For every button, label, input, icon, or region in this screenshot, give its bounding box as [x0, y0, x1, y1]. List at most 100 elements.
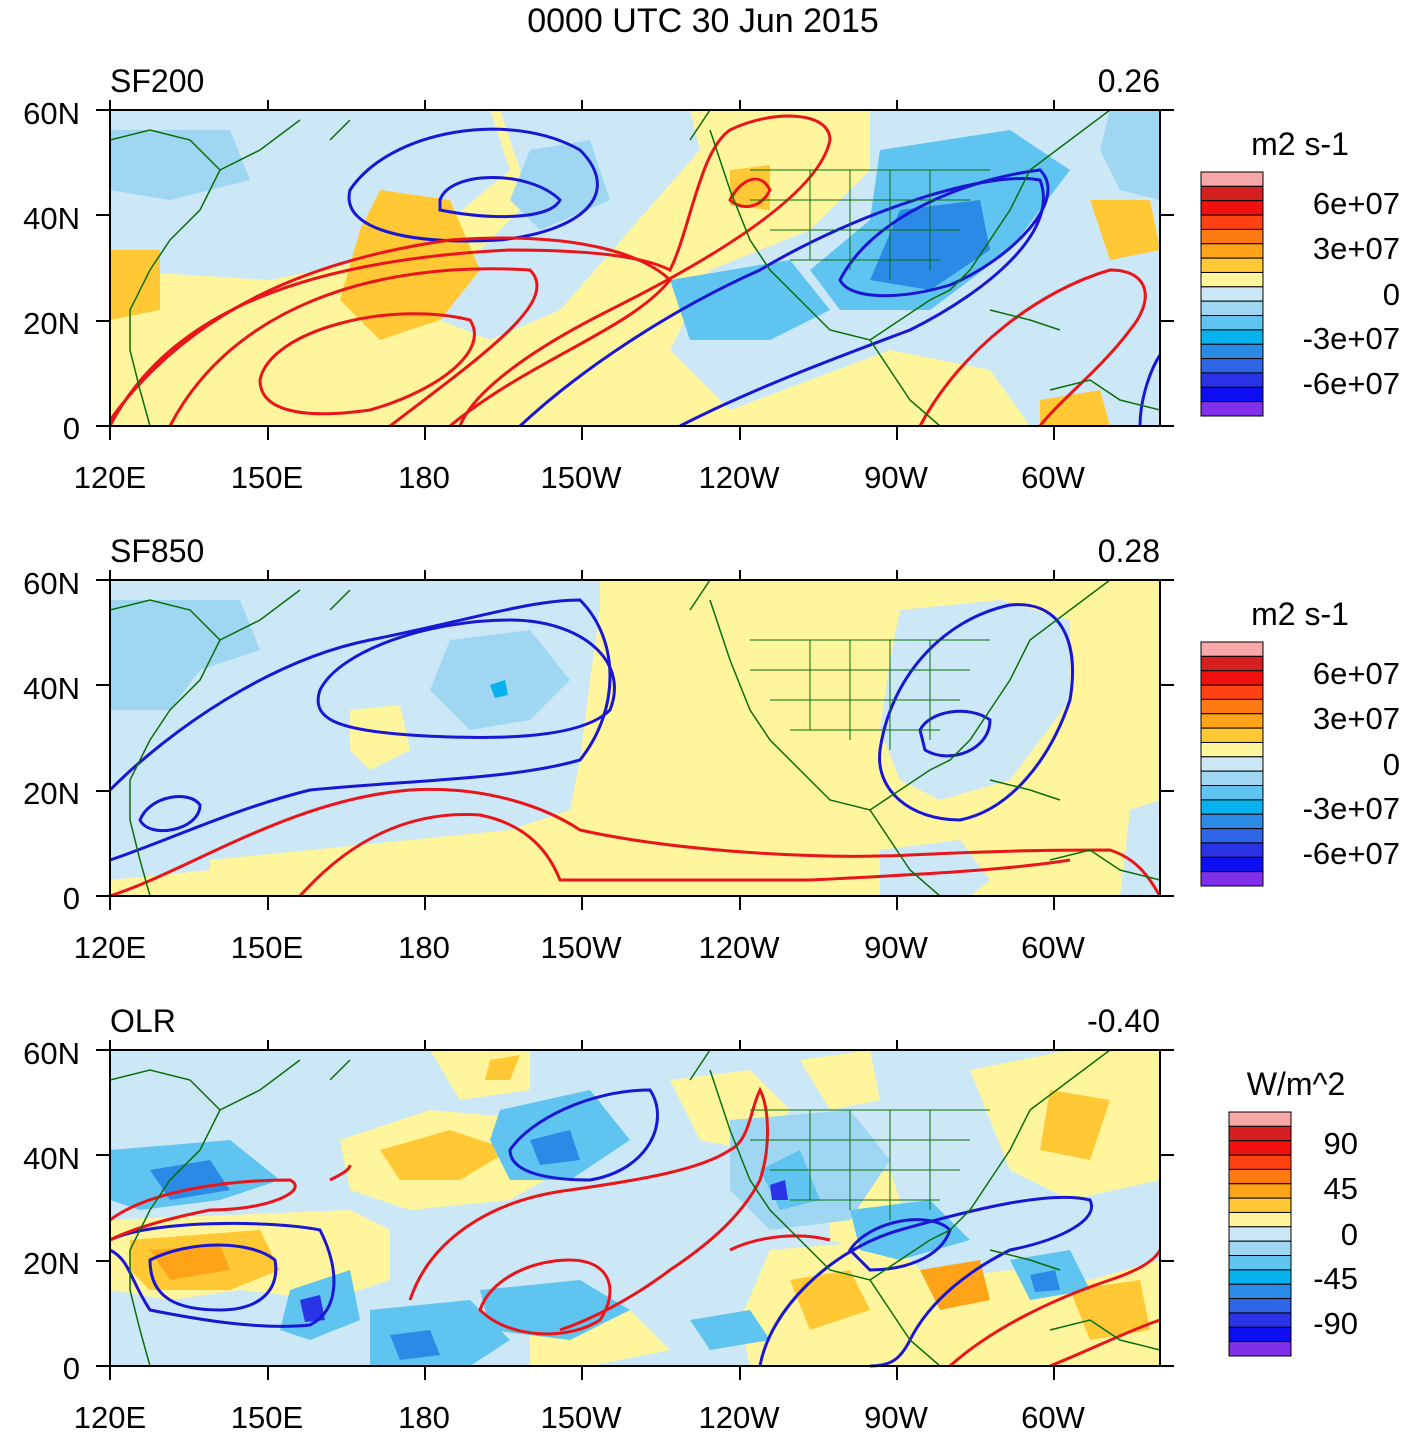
- y-tick-label: 40N: [23, 201, 80, 236]
- x-tick-label: 90W: [864, 1400, 928, 1435]
- colorbar-label: 90: [1323, 1126, 1358, 1161]
- y-tick-label: 20N: [23, 306, 80, 341]
- shading-negative: [510, 140, 610, 230]
- contour-positive: [258, 312, 476, 416]
- shading-positive: [800, 1050, 880, 1110]
- contour-negative: [316, 618, 616, 739]
- coastline: [109, 109, 1161, 427]
- shading-negative: [530, 1130, 580, 1165]
- axis-ticks: [96, 100, 1174, 440]
- shading-negative: [770, 1180, 788, 1200]
- contour-positive: [729, 1234, 831, 1252]
- contour-negative: [918, 709, 992, 758]
- x-tick-label: 180: [398, 930, 450, 965]
- contour-negative: [138, 795, 202, 833]
- colorbar: [1200, 641, 1264, 887]
- shading-positive: [210, 830, 540, 896]
- colorbar: [1200, 171, 1264, 417]
- colorbar-label: -90: [1313, 1306, 1358, 1341]
- x-tick-label: 60W: [1021, 460, 1085, 495]
- y-tick-label: 0: [62, 1351, 80, 1386]
- shading-negative: [690, 1310, 770, 1350]
- shading-negative: [1030, 1270, 1060, 1292]
- x-tick-label: 90W: [864, 930, 928, 965]
- colorbar-label: -6e+07: [1302, 366, 1400, 401]
- y-tick-label: 60N: [23, 96, 80, 131]
- axis-ticks: [96, 1040, 1174, 1380]
- colorbar-label: 6e+07: [1312, 186, 1400, 221]
- contour-positive: [728, 177, 772, 209]
- contour-negative: [508, 1088, 659, 1182]
- shading-positive: [485, 1055, 520, 1080]
- contour-positive: [298, 812, 1071, 897]
- panel-title: SF200: [110, 63, 205, 99]
- contour-negative: [438, 176, 562, 219]
- map-plot-area: [108, 109, 1162, 428]
- colorbar-label: 6e+07: [1312, 656, 1400, 691]
- x-tick-label: 120E: [73, 1400, 147, 1435]
- contour-negative: [148, 1243, 278, 1312]
- x-tick-label: 150W: [540, 460, 622, 495]
- x-tick-label: 150E: [230, 930, 304, 965]
- x-tick-label: 60W: [1021, 1400, 1085, 1435]
- contour-positive: [948, 1249, 1162, 1368]
- shading-positive: [1070, 1280, 1150, 1340]
- shading-negative: [110, 130, 250, 200]
- coastline: [109, 579, 1161, 897]
- colorbar: [1228, 1111, 1292, 1357]
- colorbar-swatch: [1200, 401, 1264, 417]
- x-tick-label: 120E: [73, 460, 147, 495]
- us-state-borders: [750, 639, 990, 750]
- x-tick-label: 180: [398, 460, 450, 495]
- x-tick-label: 120W: [698, 460, 780, 495]
- colorbar-label: -3e+07: [1302, 791, 1400, 826]
- shading-negative: [150, 1160, 230, 1200]
- contour-positive: [329, 1164, 352, 1182]
- us-state-borders: [750, 169, 990, 280]
- contour-positive: [109, 1178, 297, 1242]
- y-tick-label: 60N: [23, 566, 80, 601]
- y-tick-label: 40N: [23, 671, 80, 706]
- panel-title: SF850: [110, 533, 205, 569]
- y-tick-label: 20N: [23, 776, 80, 811]
- contour-positive: [478, 1258, 612, 1336]
- panel-correlation-value: 0.26: [1097, 63, 1160, 99]
- colorbar-label: 0: [1340, 1217, 1358, 1252]
- x-tick-label: 120W: [698, 930, 780, 965]
- colorbar-label: -6e+07: [1302, 836, 1400, 871]
- shading-positive: [1090, 200, 1160, 260]
- shading-negative: [110, 750, 210, 840]
- x-tick-label: 180: [398, 1400, 450, 1435]
- shading-negative: [490, 680, 508, 698]
- x-tick-label: 120E: [73, 930, 147, 965]
- panel-correlation-value: 0.28: [1097, 533, 1160, 569]
- colorbar-label: 45: [1323, 1171, 1358, 1206]
- map-plot-area: [109, 1049, 1162, 1368]
- contour-positive: [918, 268, 1147, 427]
- y-tick-label: 40N: [23, 1141, 80, 1176]
- contour-negative: [1138, 354, 1162, 427]
- contour-positive: [168, 267, 539, 428]
- y-tick-label: 0: [62, 411, 80, 446]
- axis-ticks: [96, 570, 1174, 910]
- panel-correlation-value: -0.40: [1087, 1003, 1160, 1039]
- shading-positive: [380, 1130, 510, 1180]
- colorbar-units: m2 s-1: [1251, 126, 1349, 162]
- colorbar-units: m2 s-1: [1251, 596, 1349, 632]
- x-tick-label: 120W: [698, 1400, 780, 1435]
- x-tick-label: 90W: [864, 460, 928, 495]
- coastline: [109, 1049, 1161, 1367]
- shading-negative: [110, 600, 260, 710]
- shading-negative: [390, 1330, 440, 1360]
- shading-negative: [300, 1295, 325, 1322]
- y-tick-label: 60N: [23, 1036, 80, 1071]
- panel-title: OLR: [110, 1003, 176, 1039]
- shading-positive: [730, 165, 770, 210]
- colorbar-swatch: [1200, 871, 1264, 887]
- shading-negative: [670, 260, 830, 340]
- x-tick-label: 150E: [230, 1400, 304, 1435]
- contour-negative: [758, 1195, 1094, 1368]
- x-tick-label: 150W: [540, 930, 622, 965]
- colorbar-label: 0: [1382, 747, 1400, 782]
- colorbar-swatch: [1200, 641, 1264, 657]
